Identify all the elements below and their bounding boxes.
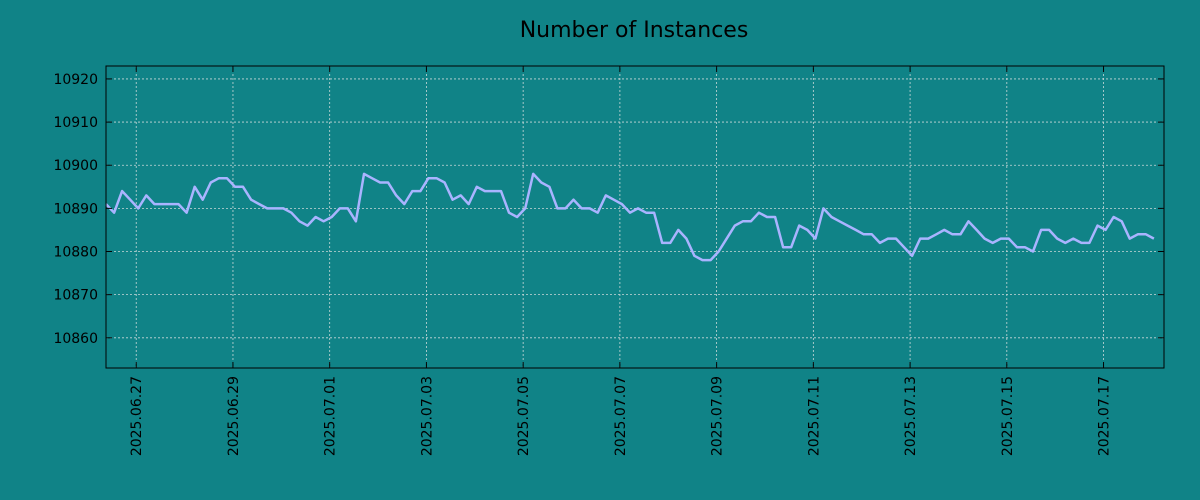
grid-lines — [106, 66, 1164, 368]
x-tick-label: 2025.07.05 — [516, 376, 532, 456]
series-layer — [105, 172, 1155, 262]
x-tick-label: 2025.07.13 — [903, 376, 919, 456]
series-line — [105, 172, 1155, 262]
x-tick-label: 2025.07.09 — [710, 376, 726, 456]
y-tick-label: 10910 — [53, 115, 98, 131]
axes: 10860 10870 10880 10890 10900 10910 10920 2025.… — [53, 65, 1165, 456]
plot-frame — [105, 65, 1165, 369]
x-tick-label: 2025.07.03 — [419, 376, 435, 456]
x-tick-label: 2025.07.17 — [1097, 376, 1113, 456]
y-tick-label: 10860 — [53, 331, 98, 347]
x-tick-label: 2025.07.01 — [323, 376, 339, 456]
x-tick-label: 2025.06.27 — [129, 376, 145, 456]
x-tick-label: 2025.06.29 — [226, 376, 242, 456]
y-tick-label: 10890 — [53, 201, 98, 217]
x-tick-label: 2025.07.11 — [806, 376, 822, 456]
y-tick-label: 10880 — [53, 245, 98, 261]
y-tick-label: 10900 — [53, 158, 98, 174]
y-tick-label: 10920 — [53, 72, 98, 88]
chart-title: Number of Instances — [520, 18, 749, 43]
x-tick-label: 2025.07.15 — [1000, 376, 1016, 456]
y-tick-label: 10870 — [53, 288, 98, 304]
x-tick-label: 2025.07.07 — [613, 376, 629, 456]
